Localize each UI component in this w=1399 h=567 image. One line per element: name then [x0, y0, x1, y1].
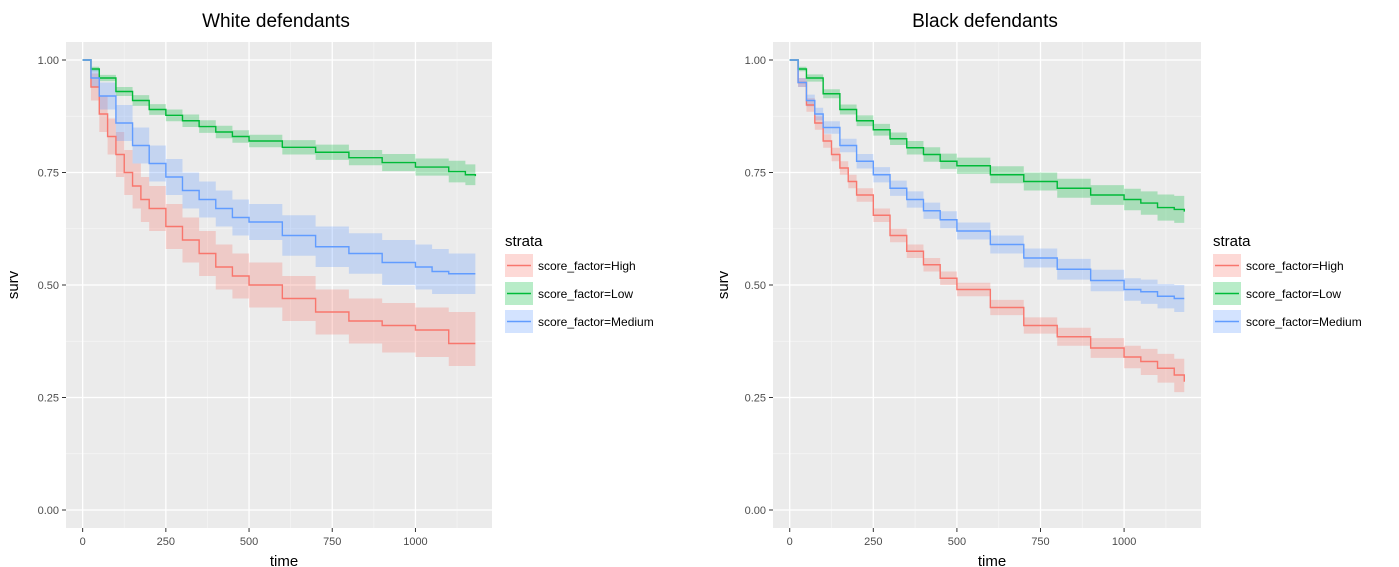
x-tick-label: 750 — [323, 536, 341, 548]
x-tick-label: 0 — [787, 536, 793, 548]
x-tick-label: 500 — [948, 536, 966, 548]
survival-line-score-factor-medium — [789, 59, 1185, 300]
y-tick-label: 0.25 — [745, 393, 766, 405]
legend-title: strata — [505, 233, 543, 250]
survival-line-score-factor-low — [789, 59, 1185, 212]
confidence-band-score-factor-low — [789, 60, 1185, 226]
legend-title: strata — [1213, 233, 1251, 250]
chart-white-defendants: 0 250 500 750 1000 0.00 0.25 0.50 0.75 1.00 White … — [5, 11, 654, 567]
legend-item: score_factor=Medium — [1213, 310, 1362, 333]
x-tick-label: 0 — [80, 536, 86, 548]
confidence-band-score-factor-high — [82, 60, 476, 366]
x-axis-title: time — [270, 553, 298, 567]
y-tick-label: 1.00 — [745, 55, 766, 67]
y-tick-label: 0.25 — [38, 393, 59, 405]
chart-title: Black defendants — [912, 11, 1058, 32]
legend-label: score_factor=Low — [1246, 287, 1341, 301]
x-tick-label: 500 — [240, 536, 258, 548]
x-tick-label: 1000 — [403, 536, 427, 548]
confidence-band-score-factor-high — [789, 60, 1185, 400]
y-tick-label: 0.50 — [745, 280, 766, 292]
survival-line-score-factor-high — [82, 59, 476, 345]
legend-item: score_factor=Medium — [505, 310, 654, 333]
y-tick-label: 0.00 — [38, 505, 59, 517]
x-tick-label: 750 — [1031, 536, 1049, 548]
y-tick-label: 0.50 — [38, 280, 59, 292]
legend: strata score_factor=High score_factor=Lows… — [1213, 233, 1362, 333]
legend-item: score_factor=High — [1213, 254, 1344, 277]
chart-title: White defendants — [202, 11, 350, 32]
legend-label: score_factor=Low — [538, 287, 633, 301]
legend-label: score_factor=Medium — [538, 315, 654, 329]
x-axis-title: time — [978, 553, 1006, 567]
y-tick-label: 0.75 — [38, 168, 59, 180]
survival-line-score-factor-high — [789, 59, 1185, 382]
confidence-band-score-factor-medium — [82, 60, 476, 294]
legend-item: score_factor=High — [505, 254, 636, 277]
x-tick-label: 250 — [157, 536, 175, 548]
confidence-band-score-factor-medium — [789, 60, 1185, 312]
y-axis-title: surv — [715, 270, 732, 299]
y-axis-title: surv — [5, 270, 22, 299]
survival-line-score-factor-medium — [82, 59, 476, 275]
y-tick-label: 0.75 — [745, 168, 766, 180]
x-tick-label: 250 — [864, 536, 882, 548]
legend-label: score_factor=High — [538, 259, 636, 273]
y-tick-label: 0.00 — [745, 505, 766, 517]
legend-item: score_factor=Low — [1213, 282, 1341, 305]
x-tick-label: 1000 — [1112, 536, 1136, 548]
chart-black-defendants: 0 250 500 750 1000 0.00 0.25 0.50 0.75 1.00 Black … — [715, 11, 1362, 567]
confidence-band-score-factor-low — [82, 60, 476, 186]
survival-line-score-factor-low — [82, 59, 477, 177]
legend-label: score_factor=Medium — [1246, 315, 1362, 329]
legend-label: score_factor=High — [1246, 259, 1344, 273]
legend-item: score_factor=Low — [505, 282, 633, 305]
y-tick-label: 1.00 — [38, 55, 59, 67]
legend: strata score_factor=High score_factor=Lows… — [505, 233, 654, 333]
